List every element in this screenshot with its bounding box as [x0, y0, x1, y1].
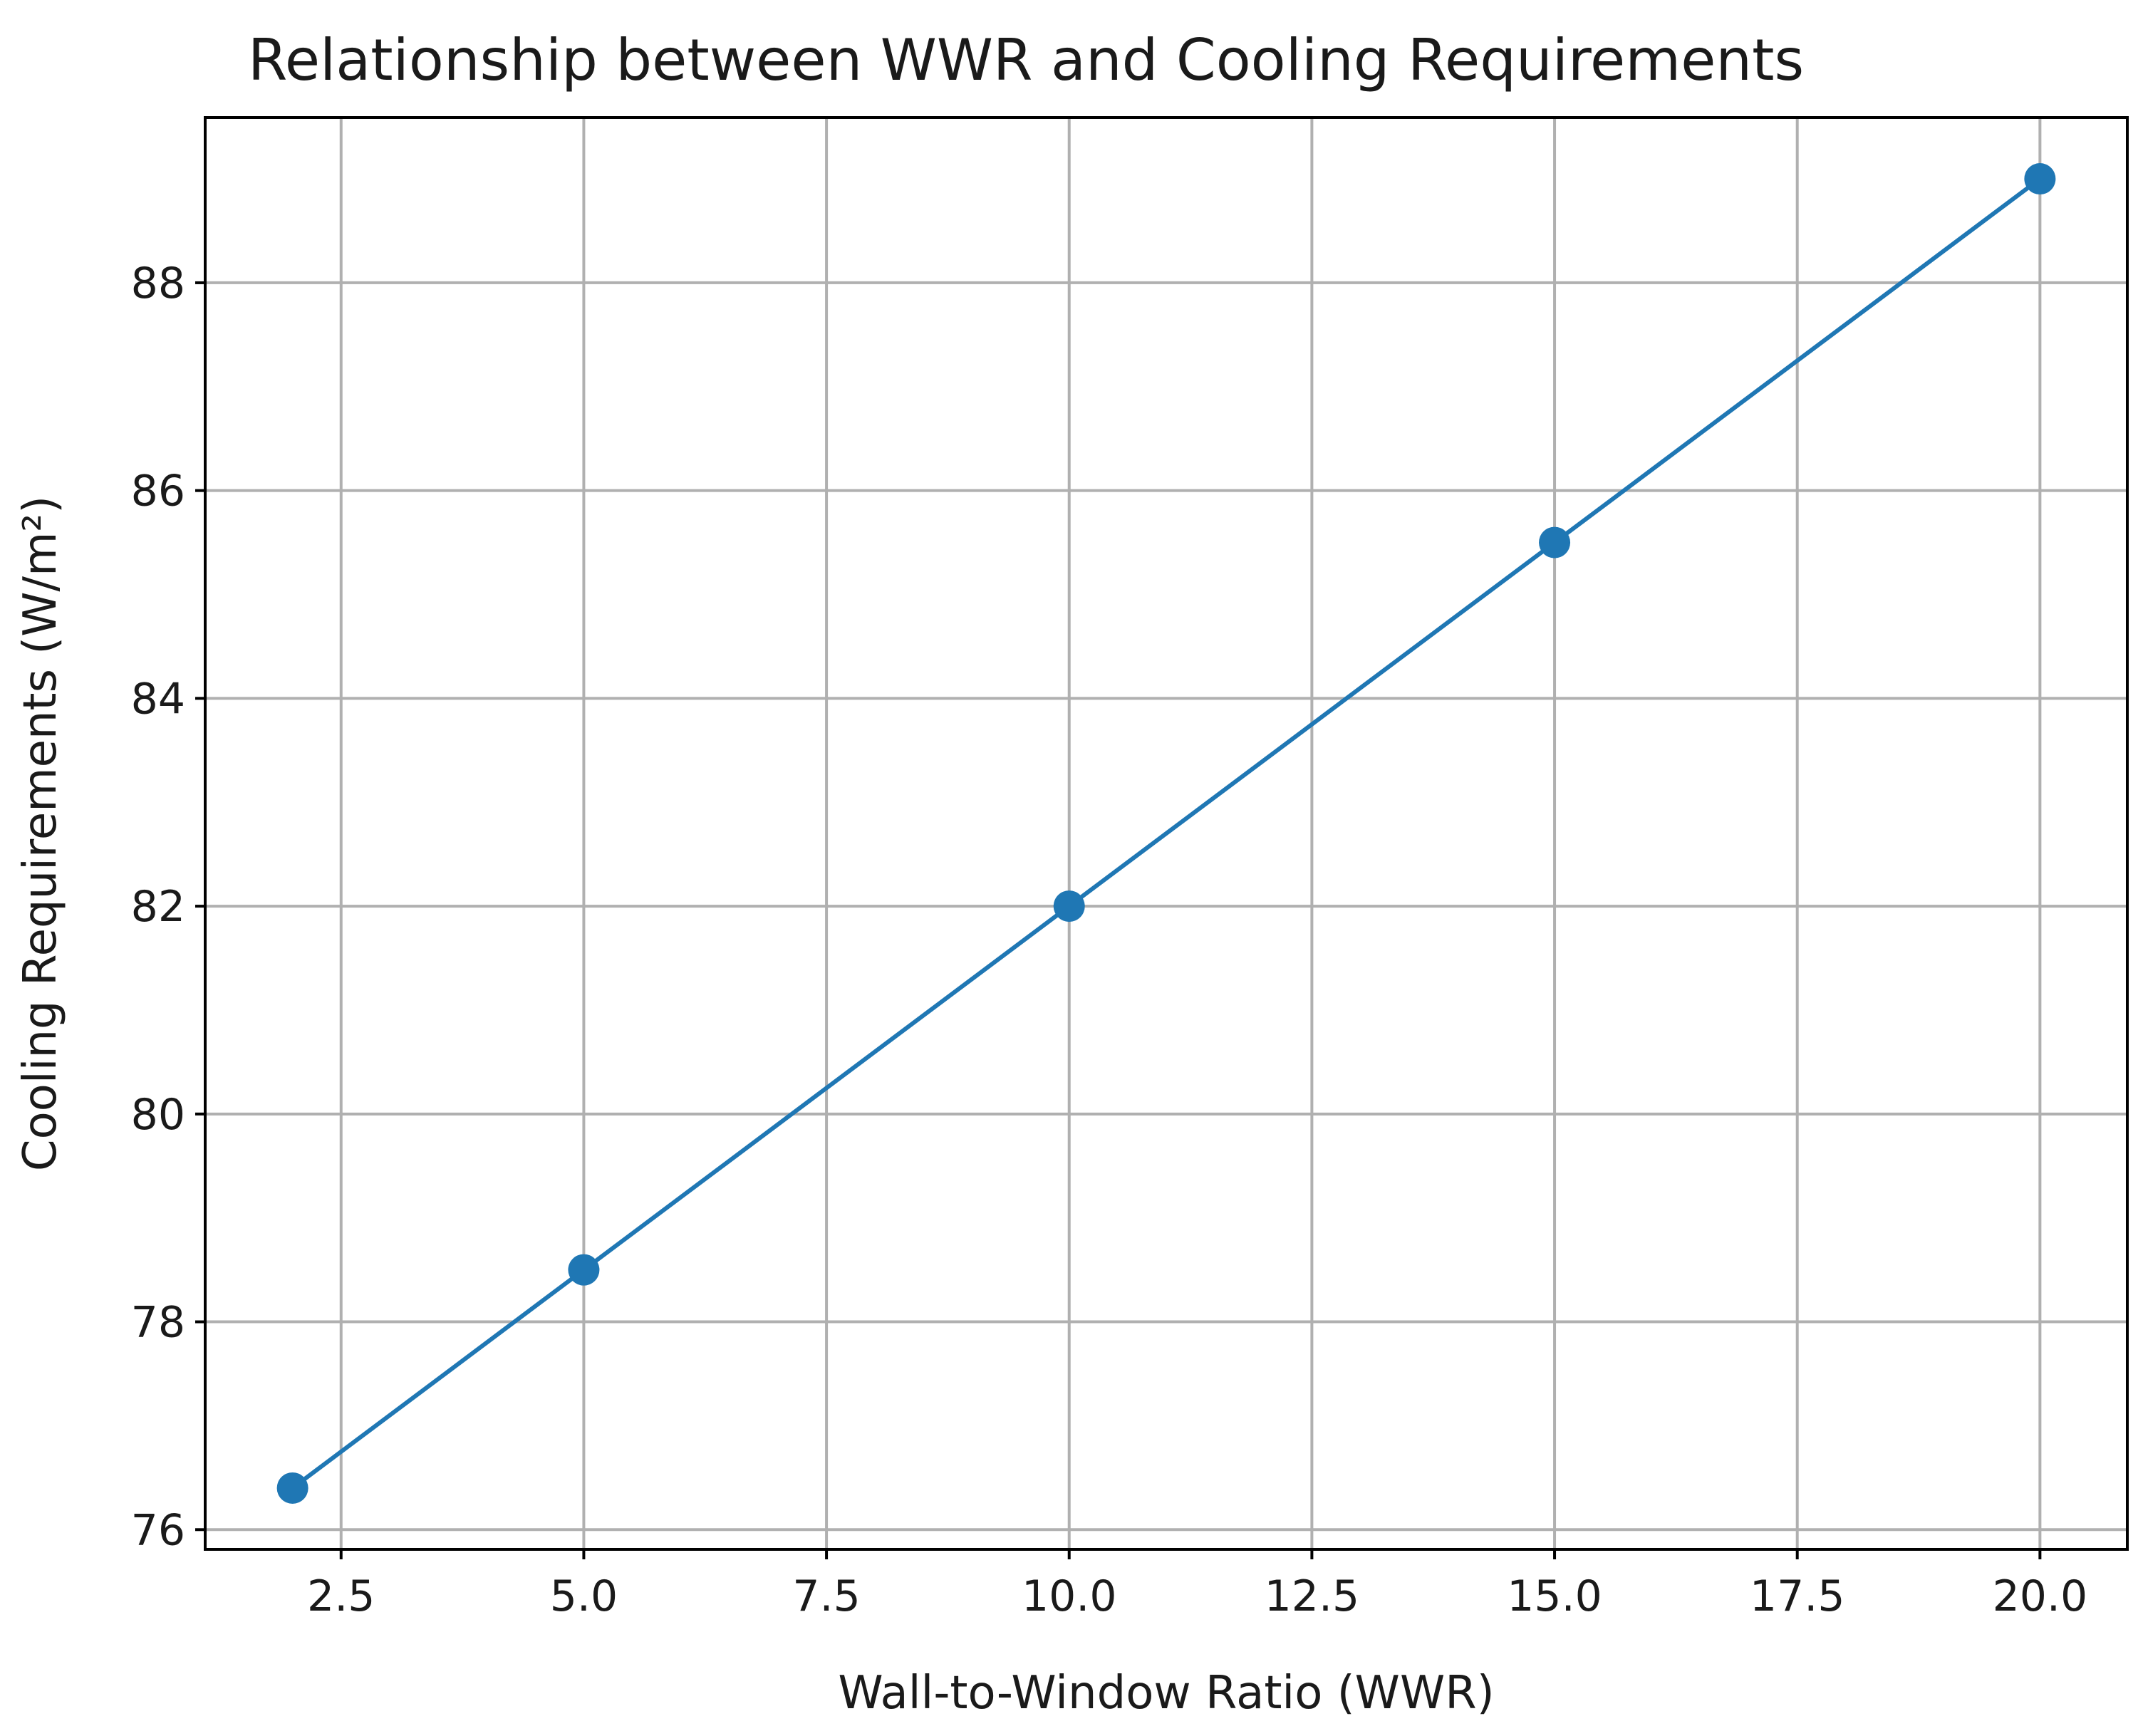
- x-tick-label: 5.0: [550, 1571, 618, 1621]
- y-tick-label: 88: [131, 259, 185, 308]
- y-tick-label: 76: [131, 1505, 185, 1555]
- data-point-marker: [276, 1472, 308, 1504]
- data-point-marker: [1053, 890, 1085, 922]
- data-point-marker: [2024, 163, 2056, 195]
- x-tick-label: 20.0: [1993, 1571, 2088, 1621]
- x-tick-label: 7.5: [792, 1571, 860, 1621]
- plot-area-frame: [204, 116, 2129, 1551]
- x-axis-label: Wall-to-Window Ratio (WWR): [838, 1667, 1494, 1720]
- y-tick-label: 78: [131, 1298, 185, 1348]
- data-point-marker: [1539, 526, 1571, 558]
- y-tick-label: 80: [131, 1090, 185, 1140]
- x-tick-label: 17.5: [1750, 1571, 1845, 1621]
- data-point-marker: [568, 1254, 600, 1286]
- x-tick-label: 2.5: [307, 1571, 375, 1621]
- x-tick-label: 10.0: [1022, 1571, 1117, 1621]
- chart-title: Relationship between WWR and Cooling Req…: [248, 27, 1804, 93]
- y-tick-label: 86: [131, 467, 185, 516]
- tick-layer: 2.5 5.0 7.5 10.0 12.5 15.0 17.5 20.0 76 78 80 82 84 8…: [131, 259, 2088, 1621]
- x-tick-label: 15.0: [1507, 1571, 1602, 1621]
- y-tick-label: 82: [131, 882, 185, 932]
- y-tick-label: 84: [131, 674, 185, 724]
- y-axis-label: Cooling Requirements (W/m²): [14, 496, 67, 1171]
- series-layer: [276, 163, 2056, 1504]
- grid-layer: [205, 118, 2127, 1549]
- series-line: [290, 177, 2043, 1490]
- x-tick-label: 12.5: [1265, 1571, 1360, 1621]
